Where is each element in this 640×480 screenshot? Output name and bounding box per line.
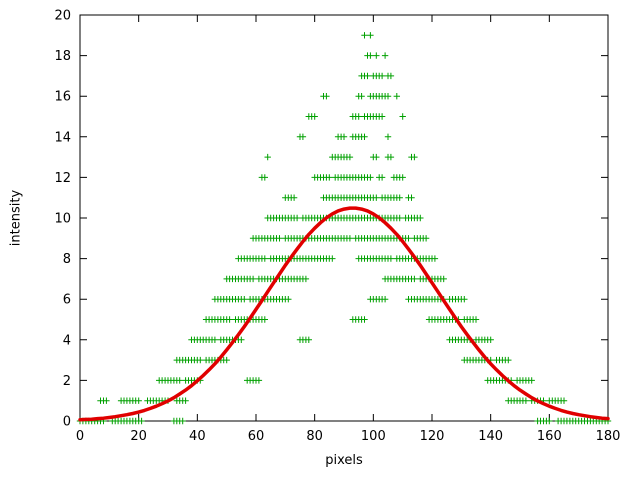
x-tick-label: 60 xyxy=(248,429,265,444)
y-tick-label: 14 xyxy=(54,130,71,145)
x-tick-label: 120 xyxy=(420,429,445,444)
plot-border xyxy=(79,14,609,422)
scatter-points xyxy=(76,32,612,425)
y-tick-label: 6 xyxy=(63,293,71,308)
x-tick-label: 20 xyxy=(130,429,147,444)
x-tick-label: 160 xyxy=(537,429,562,444)
y-axis-title: intensity xyxy=(8,189,24,247)
x-tick-label: 40 xyxy=(189,429,206,444)
x-tick-label: 100 xyxy=(361,429,386,444)
y-tick-label: 18 xyxy=(54,49,71,64)
x-axis-title: pixels xyxy=(325,453,363,468)
x-tick-label: 180 xyxy=(596,429,621,444)
y-tick-label: 8 xyxy=(63,252,71,267)
y-tick-label: 2 xyxy=(63,374,71,389)
y-tick-label: 12 xyxy=(54,171,71,186)
fit-curve xyxy=(78,206,610,422)
x-tick-label: 80 xyxy=(306,429,323,444)
y-tick-label: 4 xyxy=(63,333,71,348)
y-tick-label: 10 xyxy=(54,212,71,227)
y-tick-label: 20 xyxy=(54,9,71,24)
y-tick-label: 16 xyxy=(54,90,71,105)
x-tick-label: 0 xyxy=(76,429,84,444)
x-tick-label: 140 xyxy=(478,429,503,444)
y-tick-label: 0 xyxy=(63,415,71,430)
